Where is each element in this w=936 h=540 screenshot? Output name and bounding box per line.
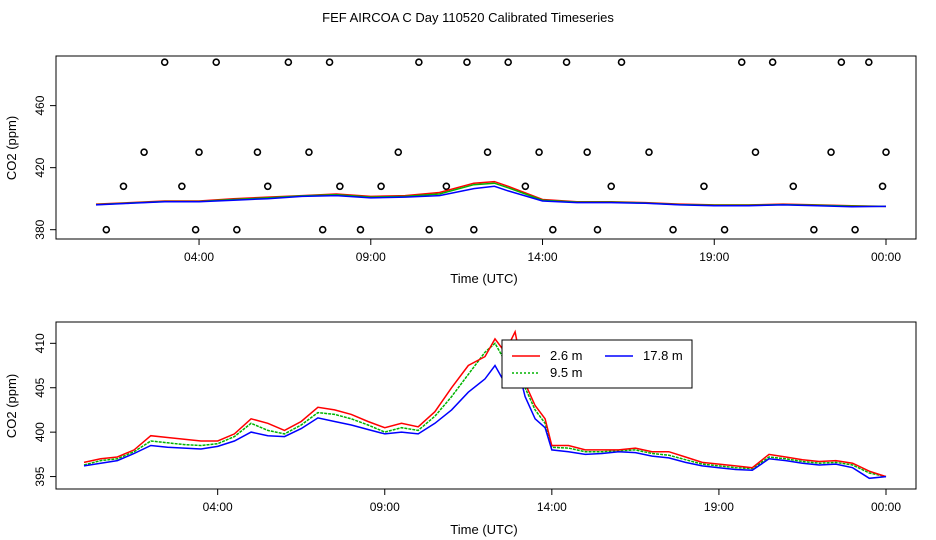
top-y-axis: 380 420 460 xyxy=(33,95,57,240)
top-line-red xyxy=(95,180,887,208)
scatter-point xyxy=(483,148,492,156)
top-y-tick-label: 380 xyxy=(33,219,47,239)
scatter-point xyxy=(865,58,873,67)
scatter-point xyxy=(882,148,890,156)
top-x-axis: 04:00 09:00 14:00 19:00 00:00 xyxy=(184,238,901,264)
scatter-point xyxy=(415,58,423,67)
top-scatter xyxy=(102,58,890,234)
bottom-x-tick-label: 14:00 xyxy=(537,500,567,514)
scatter-point xyxy=(119,182,128,191)
top-plot-frame xyxy=(55,55,917,240)
bottom-y-axis-label: CO2 (ppm) xyxy=(4,374,19,438)
scatter-point xyxy=(617,58,626,67)
scatter-point xyxy=(233,225,241,234)
legend-label-17-8m: 17.8 m xyxy=(643,348,683,363)
bottom-lines xyxy=(83,329,887,480)
scatter-point xyxy=(593,225,602,234)
series-line-9-5m xyxy=(83,342,887,478)
scatter-point xyxy=(102,225,111,234)
scatter-point xyxy=(837,58,846,67)
top-y-tick-label: 420 xyxy=(33,157,47,177)
scatter-point xyxy=(827,148,835,156)
scatter-point xyxy=(377,182,385,191)
bottom-plot-frame xyxy=(55,321,917,490)
bottom-y-tick-label: 405 xyxy=(33,377,47,397)
scatter-point xyxy=(356,225,365,234)
legend-box xyxy=(501,339,693,389)
scatter-point xyxy=(768,58,777,67)
top-x-tick-label: 04:00 xyxy=(184,250,214,264)
scatter-point xyxy=(191,225,200,234)
bottom-x-axis: 04:00 09:00 14:00 19:00 00:00 xyxy=(203,488,901,514)
top-x-tick-label: 19:00 xyxy=(699,250,729,264)
scatter-point xyxy=(305,148,313,156)
series-line-17-8m xyxy=(83,354,887,480)
scatter-point xyxy=(751,148,760,156)
series-line-2-6m xyxy=(83,329,887,478)
scatter-point xyxy=(878,182,887,191)
scatter-point xyxy=(318,225,327,234)
scatter-point xyxy=(521,182,530,191)
scatter-point xyxy=(425,225,433,234)
top-lines xyxy=(95,180,887,208)
scatter-point xyxy=(470,225,478,234)
scatter-point xyxy=(336,182,344,191)
scatter-point xyxy=(810,225,818,234)
scatter-point xyxy=(607,182,616,191)
scatter-point xyxy=(212,58,221,67)
bottom-x-axis-label: Time (UTC) xyxy=(450,522,517,537)
bottom-x-tick-label: 04:00 xyxy=(203,500,233,514)
scatter-point xyxy=(645,148,653,156)
figure-title: FEF AIRCOA C Day 110520 Calibrated Times… xyxy=(322,10,614,25)
top-y-tick-label: 460 xyxy=(33,95,47,115)
scatter-point xyxy=(851,225,859,234)
bottom-y-tick-label: 395 xyxy=(33,466,47,486)
scatter-point xyxy=(737,58,746,67)
scatter-point xyxy=(583,148,591,156)
bottom-x-tick-label: 09:00 xyxy=(370,500,400,514)
top-x-tick-label: 00:00 xyxy=(871,250,901,264)
scatter-point xyxy=(394,148,403,156)
scatter-point xyxy=(178,182,186,191)
legend-label-2-6m: 2.6 m xyxy=(550,348,583,363)
scatter-point xyxy=(669,225,677,234)
scatter-point xyxy=(549,225,557,234)
legend-label-9-5m: 9.5 m xyxy=(550,365,583,380)
bottom-x-tick-label: 19:00 xyxy=(704,500,734,514)
scatter-point xyxy=(700,182,708,191)
scatter-point xyxy=(253,148,262,156)
top-x-tick-label: 09:00 xyxy=(356,250,386,264)
scatter-point xyxy=(140,148,148,156)
scatter-point xyxy=(325,58,334,67)
scatter-point xyxy=(263,182,272,191)
scatter-point xyxy=(504,58,512,67)
bottom-y-tick-label: 400 xyxy=(33,422,47,442)
scatter-point xyxy=(562,58,571,67)
bottom-y-axis: 395 400 405 410 xyxy=(33,333,57,487)
scatter-point xyxy=(789,182,798,191)
top-y-axis-label: CO2 (ppm) xyxy=(4,116,19,180)
top-x-tick-label: 14:00 xyxy=(528,250,558,264)
scatter-point xyxy=(720,225,729,234)
legend: 2.6 m 9.5 m 17.8 m xyxy=(501,339,693,389)
scatter-point xyxy=(463,58,471,67)
scatter-point xyxy=(535,148,543,156)
top-line-blue xyxy=(95,185,887,208)
bottom-y-tick-label: 410 xyxy=(33,333,47,353)
top-panel: 380 420 460 04:00 09:00 14:00 19:00 00:00 Time… xyxy=(4,55,917,286)
bottom-panel: 395 400 405 410 04:00 09:00 14:00 19:00 00:00 T… xyxy=(4,321,917,537)
top-x-axis-label: Time (UTC) xyxy=(450,271,517,286)
scatter-point xyxy=(284,58,293,67)
scatter-point xyxy=(160,58,169,67)
bottom-x-tick-label: 00:00 xyxy=(871,500,901,514)
scatter-point xyxy=(442,182,451,191)
scatter-point xyxy=(195,148,203,156)
